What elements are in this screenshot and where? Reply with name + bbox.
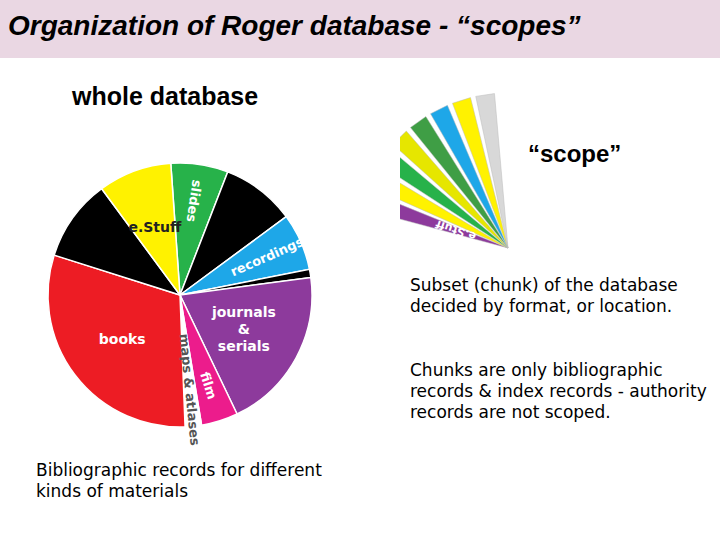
html-text:Organization of Roger database: Organization of Roger database - “scopes… [8, 10, 581, 41]
svg-text:recordings: recordings [228, 234, 306, 279]
html-text:Subset (chunk) of the database: Subset (chunk) of the database decided b… [410, 275, 678, 316]
html-text:whole database: whole database [72, 82, 259, 110]
html-text:“scope”: “scope” [528, 140, 622, 167]
svg-text:e.Stuff: e.Stuff [128, 219, 182, 235]
html-text:Chunks are only bibliographic: Chunks are only bibliographic records & … [410, 360, 707, 422]
html-text:Bibliographic records for diff: Bibliographic records for different kind… [36, 460, 322, 501]
svg-text:film: film [197, 370, 220, 401]
svg-text:slides: slides [184, 179, 205, 224]
svg-text:e.Stuff: e.Stuff [434, 217, 478, 243]
svg-text:journals&serials: journals&serials [211, 304, 276, 354]
svg-text:books: books [99, 331, 146, 347]
svg-text:maps & atlases: maps & atlases [176, 333, 202, 446]
